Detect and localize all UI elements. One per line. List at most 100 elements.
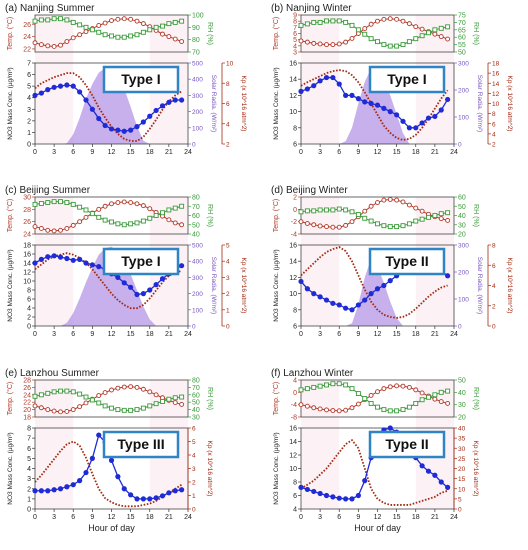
rh-tick-label: 70 bbox=[458, 20, 466, 27]
no3-axis-label: NO3 Mass Conc. (µg/m³) bbox=[273, 249, 280, 321]
x-tick-label: 6 bbox=[337, 514, 341, 521]
no3-tick-label: 0 bbox=[27, 142, 31, 149]
temp-point bbox=[343, 222, 349, 228]
temp-point bbox=[438, 399, 444, 405]
x-tick-label: 21 bbox=[431, 331, 439, 338]
no3-tick-label: 12 bbox=[289, 453, 297, 460]
no3-axis-label: NO3 Mass Conc. (µg/m³) bbox=[7, 432, 14, 504]
kp-tick-label: 16 bbox=[492, 71, 500, 78]
temp-point bbox=[102, 203, 108, 209]
rh-point bbox=[115, 34, 121, 40]
type-label: Type I bbox=[121, 253, 160, 269]
no3-point bbox=[304, 286, 310, 292]
no3-tick-label: 14 bbox=[289, 77, 297, 84]
solar-area bbox=[35, 67, 182, 144]
rh-point bbox=[58, 199, 63, 205]
kp-tick-label: 6 bbox=[226, 101, 230, 108]
no3-point bbox=[83, 260, 89, 266]
temp-point bbox=[166, 34, 172, 40]
temp-point bbox=[419, 208, 425, 214]
temp-point bbox=[394, 383, 400, 389]
temp-tick-label: 0 bbox=[293, 207, 297, 214]
no3-tick-label: 2 bbox=[27, 118, 31, 125]
rh-point bbox=[140, 405, 146, 411]
no3-point bbox=[153, 282, 159, 288]
no3-tick-label: 0 bbox=[27, 324, 31, 331]
rh-point bbox=[38, 201, 44, 206]
rh-point bbox=[115, 221, 121, 227]
rh-point bbox=[419, 33, 425, 39]
night-band bbox=[301, 197, 340, 326]
rh-point bbox=[64, 200, 70, 206]
rh-tick-label: 30 bbox=[458, 222, 466, 229]
no3-point bbox=[140, 291, 146, 297]
temp-tick-label: 24 bbox=[23, 392, 31, 399]
x-tick-label: 9 bbox=[90, 514, 94, 521]
no3-point bbox=[438, 107, 444, 113]
rh-point bbox=[311, 208, 317, 214]
rh-point bbox=[153, 401, 159, 407]
temp-point bbox=[64, 409, 70, 414]
rh-point bbox=[381, 42, 387, 48]
temp-point bbox=[51, 408, 57, 414]
kp-series-line bbox=[34, 72, 183, 142]
solar-axis-label: Solar Radia. (W/m²) bbox=[476, 257, 483, 314]
no3-point bbox=[172, 488, 178, 494]
temp-point bbox=[140, 386, 146, 392]
rh-point bbox=[419, 216, 425, 222]
no3-point bbox=[387, 425, 393, 431]
temp-point bbox=[109, 201, 114, 207]
no3-tick-label: 16 bbox=[289, 61, 297, 68]
rh-point bbox=[330, 18, 336, 24]
no3-point bbox=[362, 99, 368, 105]
temp-point bbox=[179, 401, 185, 407]
temp-tick-label: 9 bbox=[293, 13, 297, 20]
rh-point bbox=[438, 25, 444, 31]
x-tick-label: 12 bbox=[374, 331, 382, 338]
top-frame bbox=[300, 379, 455, 418]
no3-point bbox=[57, 486, 64, 492]
rh-point bbox=[160, 23, 165, 29]
kp-tick-label: 30 bbox=[458, 446, 466, 453]
rh-point bbox=[172, 19, 178, 25]
kp-tick-label: 2 bbox=[226, 142, 230, 149]
no3-point bbox=[355, 96, 361, 102]
temp-point bbox=[368, 21, 374, 27]
rh-point bbox=[128, 221, 134, 227]
rh-point bbox=[96, 400, 102, 406]
no3-point bbox=[115, 274, 121, 280]
no3-point bbox=[445, 484, 451, 490]
no3-tick-label: 6 bbox=[27, 297, 31, 304]
kp-tick-label: 4 bbox=[192, 453, 196, 460]
temp-point bbox=[438, 34, 444, 40]
no3-point bbox=[89, 106, 95, 112]
temp-point bbox=[343, 407, 349, 413]
rh-tick-label: 60 bbox=[192, 392, 200, 399]
no3-point bbox=[343, 305, 349, 311]
rh-point bbox=[387, 224, 393, 230]
kp-tick-label: 1 bbox=[192, 493, 196, 500]
x-tick-label: 18 bbox=[146, 149, 154, 156]
temp-point bbox=[317, 41, 323, 47]
kp-tick-label: 2 bbox=[226, 291, 230, 298]
temp-point bbox=[38, 225, 44, 231]
x-tick-label: 0 bbox=[33, 149, 37, 156]
kp-axis-label: Kp (x 10^16 atm^2) bbox=[206, 441, 213, 497]
temp-point bbox=[32, 403, 38, 409]
no3-point bbox=[343, 496, 349, 502]
no3-tick-label: 10 bbox=[23, 279, 31, 286]
no3-point bbox=[70, 83, 76, 89]
temp-point bbox=[349, 405, 355, 411]
temp-point bbox=[445, 217, 451, 223]
no3-point bbox=[387, 278, 393, 284]
kp-tick-label: 14 bbox=[492, 81, 500, 88]
no3-point bbox=[64, 484, 70, 490]
temp-point bbox=[128, 200, 134, 206]
rh-tick-label: 50 bbox=[192, 222, 200, 229]
kp-axis-label: Kp (x 10^16 atm^2) bbox=[240, 258, 247, 314]
no3-point bbox=[298, 278, 304, 285]
type-label: Type III bbox=[117, 436, 164, 452]
temp-point bbox=[349, 219, 355, 225]
rh-point bbox=[362, 215, 368, 221]
rh-point bbox=[413, 36, 419, 42]
